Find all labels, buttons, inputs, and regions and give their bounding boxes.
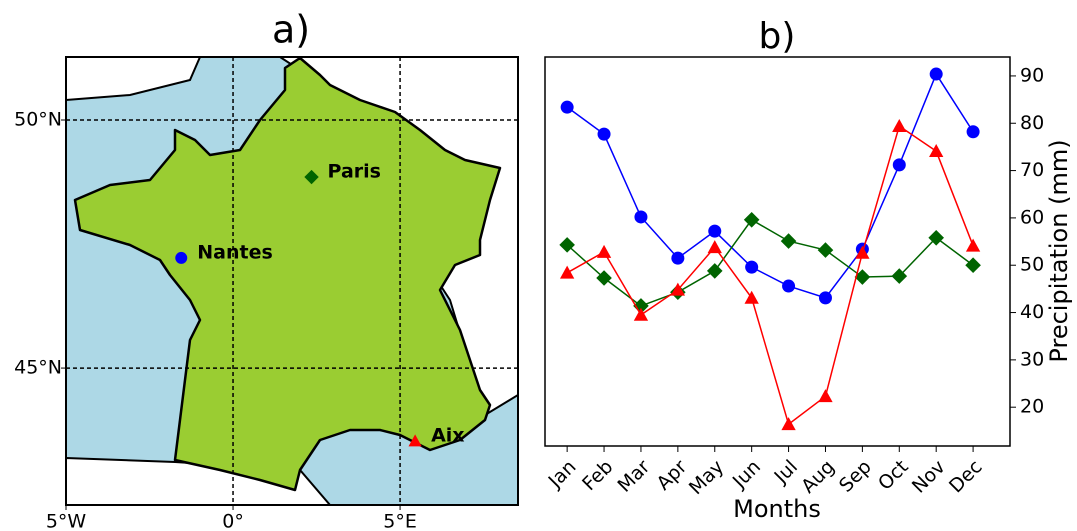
series-marker xyxy=(633,307,649,321)
series-marker xyxy=(781,417,796,431)
city-label: Aix xyxy=(431,425,464,447)
series-line xyxy=(566,124,974,426)
series-line xyxy=(566,72,974,299)
series-marker xyxy=(929,144,944,158)
series-marker xyxy=(706,263,723,279)
map-frame xyxy=(65,56,519,506)
series-marker xyxy=(634,210,648,224)
x-tick-label: Nov xyxy=(908,456,950,498)
series-marker xyxy=(929,67,943,81)
y-tick-label: 20 xyxy=(1020,396,1044,418)
x-tick-label: Feb xyxy=(578,456,617,495)
city-marker xyxy=(175,251,188,264)
x-tick-label: Jan xyxy=(544,456,581,493)
series-marker xyxy=(560,100,574,114)
series-marker xyxy=(633,298,649,314)
series-marker xyxy=(892,158,906,172)
series-marker xyxy=(743,211,760,228)
x-tick-label: Sep xyxy=(835,456,876,497)
map-title: a) xyxy=(272,8,310,52)
series-marker xyxy=(596,244,612,258)
y-tick-label: 40 xyxy=(1020,301,1044,323)
series-marker xyxy=(818,389,833,403)
series-marker xyxy=(818,291,832,305)
y-axis-label: Precipitation (mm) xyxy=(1045,139,1073,362)
y-tick-label: 30 xyxy=(1020,348,1044,370)
series-marker xyxy=(928,229,944,246)
y-tick-label: 90 xyxy=(1020,64,1044,86)
y-tick-label: 70 xyxy=(1020,159,1044,181)
city-marker xyxy=(304,169,319,185)
y-tick-label: 80 xyxy=(1020,112,1044,134)
series-marker xyxy=(855,245,870,259)
x-tick-label: Aug xyxy=(797,456,839,498)
series-marker xyxy=(597,127,611,141)
x-tick-label: Mar xyxy=(613,456,654,497)
series-marker xyxy=(892,118,907,132)
series-marker xyxy=(891,268,908,284)
series-marker xyxy=(670,282,686,296)
series-marker xyxy=(745,260,759,274)
y-tick-label: 50°N xyxy=(14,109,62,131)
y-tick-label: 50 xyxy=(1020,254,1044,276)
series-marker xyxy=(596,270,612,286)
y-tick-label: 60 xyxy=(1020,206,1044,228)
y-tick-label: 45°N xyxy=(14,357,62,379)
x-tick-label: Dec xyxy=(945,456,987,498)
x-tick-label: 5°W xyxy=(46,511,87,531)
series-marker xyxy=(965,257,981,274)
series-marker xyxy=(782,279,796,293)
x-tick-label: Oct xyxy=(874,456,913,495)
series-marker xyxy=(559,237,575,253)
x-tick-label: Jun xyxy=(728,456,765,493)
x-tick-label: 0° xyxy=(222,511,244,531)
map-base xyxy=(66,57,518,505)
x-tick-label: Apr xyxy=(652,456,691,495)
series-marker xyxy=(671,251,685,265)
series-marker xyxy=(707,240,722,254)
chart-title: b) xyxy=(759,16,796,57)
plot-frame xyxy=(544,56,1011,447)
series-marker xyxy=(780,233,797,249)
britain xyxy=(66,57,202,102)
series-marker xyxy=(744,290,759,304)
france xyxy=(73,57,502,492)
x-axis-label: Months xyxy=(733,495,821,523)
city-marker xyxy=(408,434,422,447)
series-marker xyxy=(854,269,871,285)
city-label: Nantes xyxy=(197,241,273,263)
series-line xyxy=(566,218,974,307)
series-marker xyxy=(966,125,980,139)
x-tick-label: May xyxy=(685,456,728,499)
series-marker xyxy=(965,238,981,252)
city-label: Paris xyxy=(328,161,381,183)
x-tick-label: 5°E xyxy=(383,511,417,531)
series-marker xyxy=(559,265,575,279)
series-marker xyxy=(708,224,722,238)
series-marker xyxy=(817,242,834,258)
